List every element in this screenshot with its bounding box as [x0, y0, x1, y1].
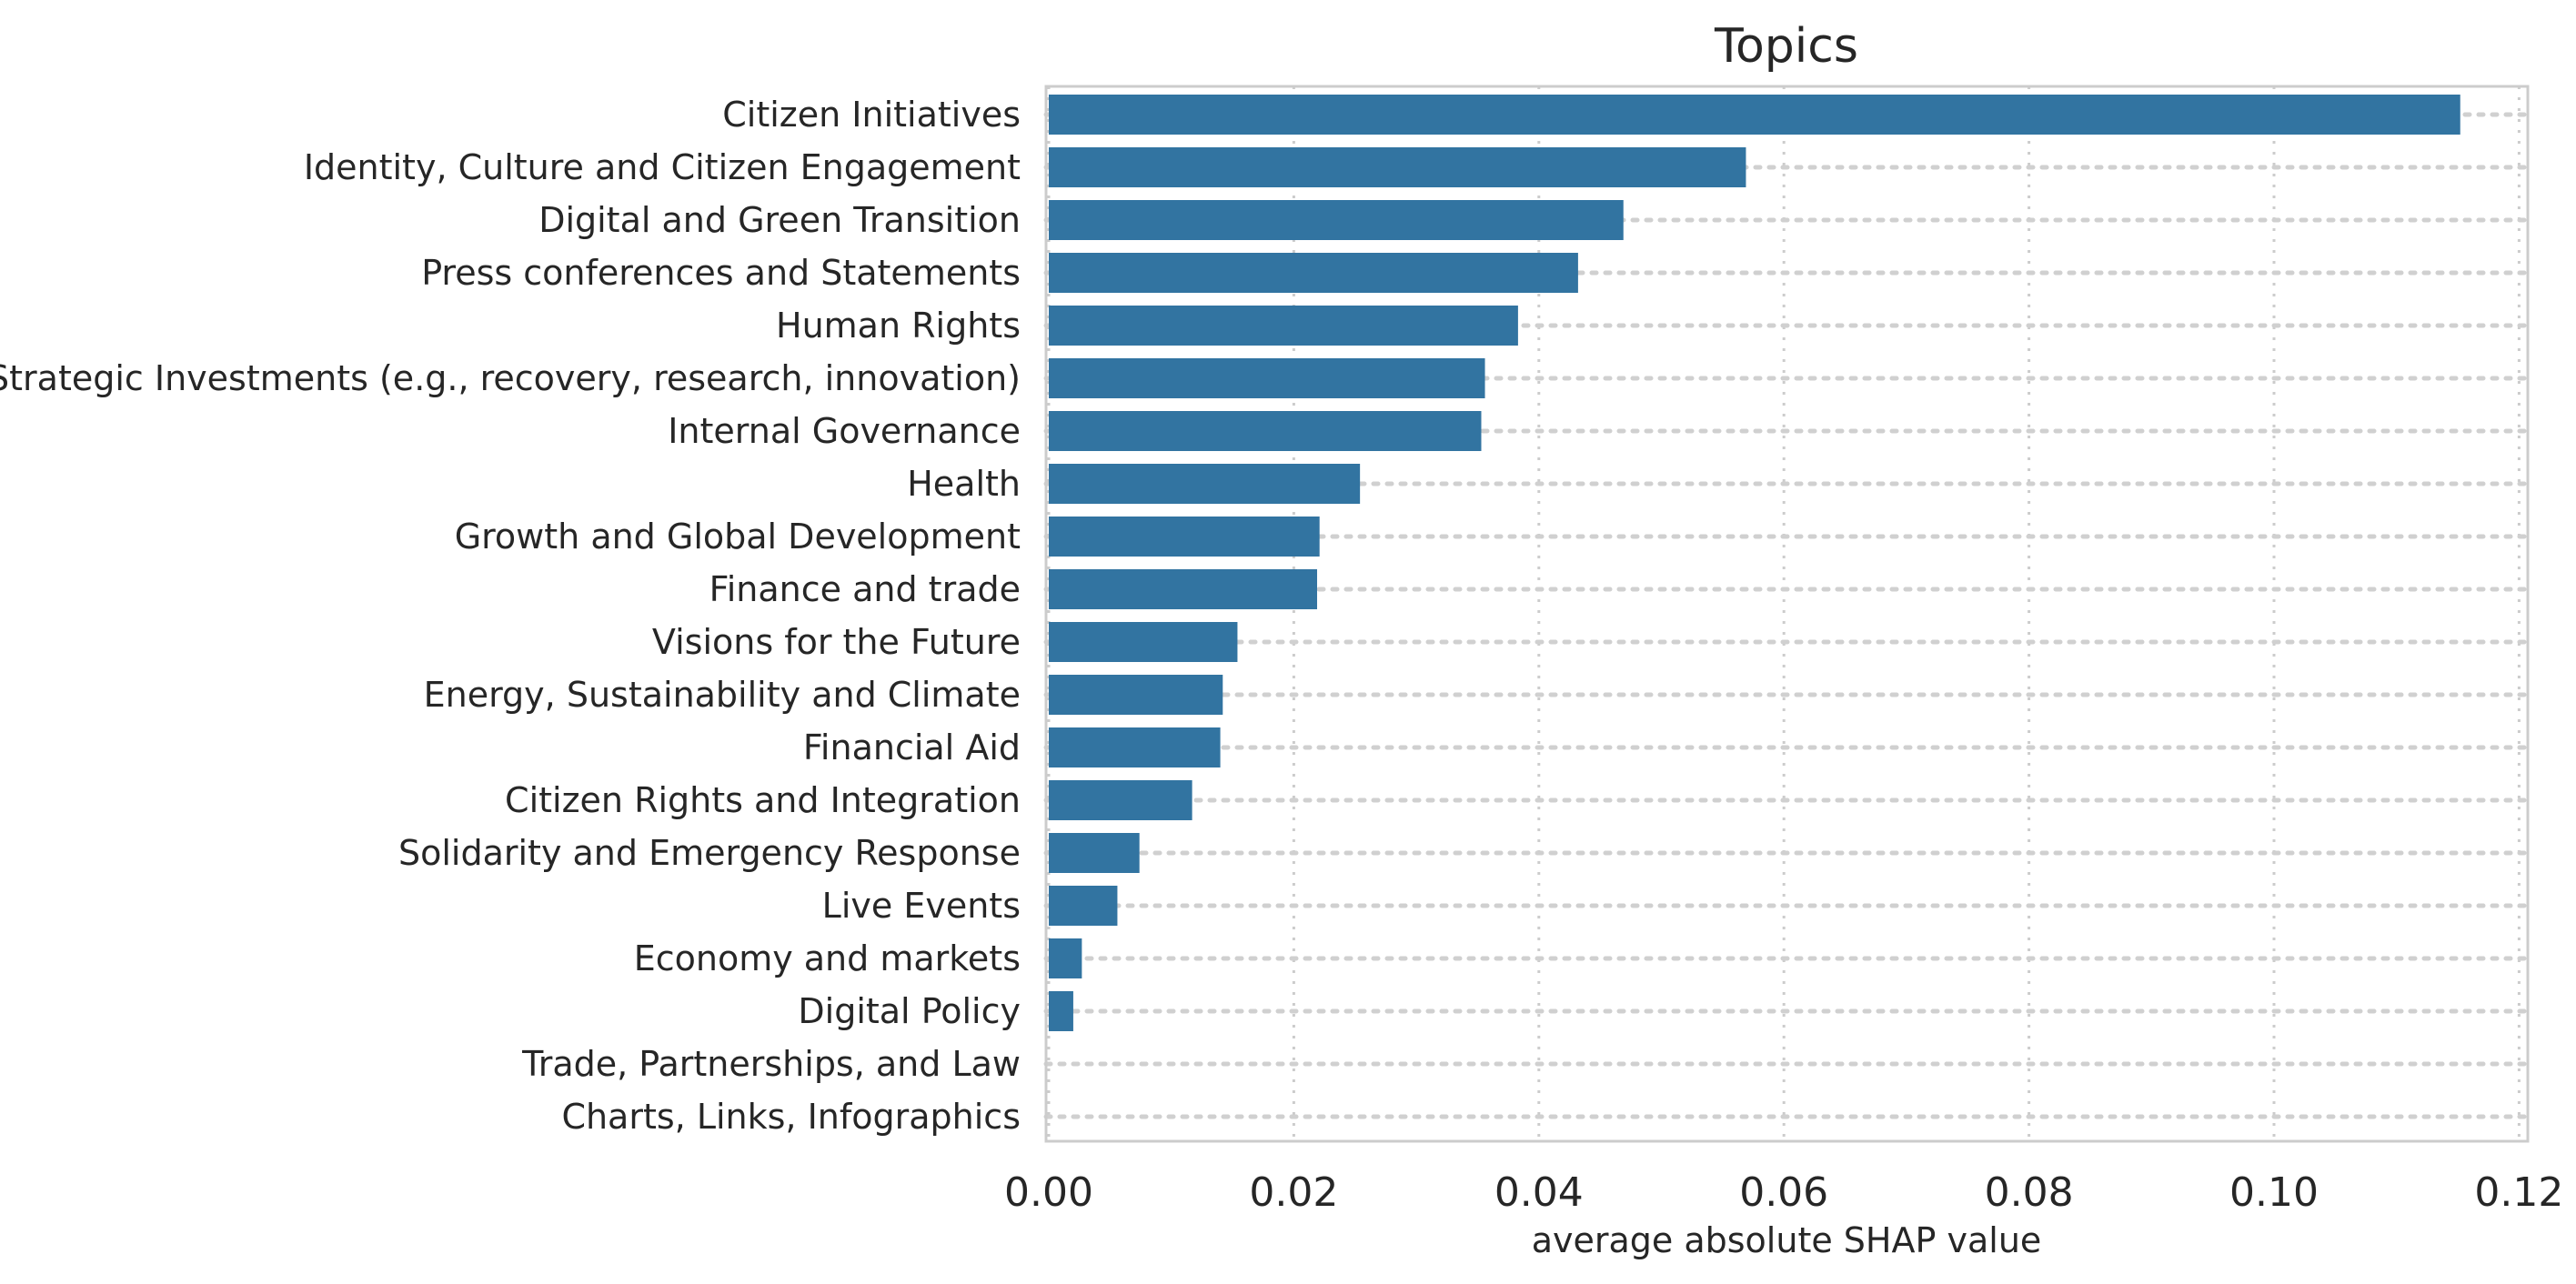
category-label: Health	[907, 464, 1021, 504]
bars	[1049, 95, 2460, 1031]
category-label: Digital and Green Transition	[538, 200, 1021, 240]
x-tick-label: 0.00	[1004, 1169, 1093, 1216]
bar	[1049, 833, 1140, 873]
bar	[1049, 95, 2460, 135]
bar	[1049, 200, 1624, 240]
bar	[1049, 147, 1746, 187]
category-label: Live Events	[822, 886, 1021, 926]
bar	[1049, 938, 1082, 978]
category-label: Finance and trade	[709, 569, 1021, 609]
x-tick-labels: 0.00 0.02 0.04 0.06 0.08 0.10 0.12	[1004, 1169, 2563, 1216]
category-label: Digital Policy	[798, 991, 1021, 1031]
category-label: Identity, Culture and Citizen Engagement	[304, 147, 1021, 187]
category-label: Trade, Partnerships, and Law	[521, 1044, 1021, 1084]
category-labels: Citizen Initiatives Identity, Culture and…	[0, 95, 1021, 1137]
x-tick-label: 0.06	[1739, 1169, 1828, 1216]
category-label: Internal Governance	[668, 411, 1021, 451]
category-label: Growth and Global Development	[455, 517, 1021, 557]
category-label: Solidarity and Emergency Response	[398, 833, 1021, 873]
category-label: Economy and markets	[634, 938, 1021, 978]
bar	[1049, 622, 1238, 662]
category-label: Charts, Links, Infographics	[561, 1097, 1021, 1137]
category-label: Energy, Sustainability and Climate	[424, 675, 1021, 715]
category-label: Citizen Rights and Integration	[505, 780, 1021, 820]
x-tick-label: 0.08	[1985, 1169, 2074, 1216]
x-tick-label: 0.12	[2474, 1169, 2563, 1216]
x-tick-label: 0.02	[1249, 1169, 1338, 1216]
bar	[1049, 780, 1192, 820]
category-label: Strategic Investments (e.g., recovery, r…	[0, 358, 1021, 398]
bar	[1049, 675, 1223, 715]
bar	[1049, 464, 1361, 504]
category-label: Citizen Initiatives	[722, 95, 1021, 135]
category-label: Human Rights	[776, 306, 1021, 346]
x-tick-label: 0.10	[2229, 1169, 2319, 1216]
category-label: Financial Aid	[803, 727, 1021, 767]
vertical-gridlines	[1047, 86, 2521, 1141]
horizontal-gridlines	[1043, 112, 2531, 1119]
chart-title: Topics	[1714, 19, 1858, 74]
bar	[1049, 253, 1578, 293]
bar	[1049, 517, 1320, 557]
bar	[1049, 991, 1073, 1031]
bar	[1049, 727, 1221, 767]
category-label: Press conferences and Statements	[421, 253, 1021, 293]
plot-frame	[1044, 85, 2530, 1143]
x-axis-label: average absolute SHAP value	[1532, 1220, 2042, 1260]
category-label: Visions for the Future	[652, 622, 1021, 662]
bar	[1049, 886, 1118, 926]
bar	[1049, 569, 1317, 609]
bar	[1049, 306, 1518, 346]
bar	[1049, 358, 1485, 398]
bar	[1049, 411, 1482, 451]
x-tick-label: 0.04	[1494, 1169, 1584, 1216]
